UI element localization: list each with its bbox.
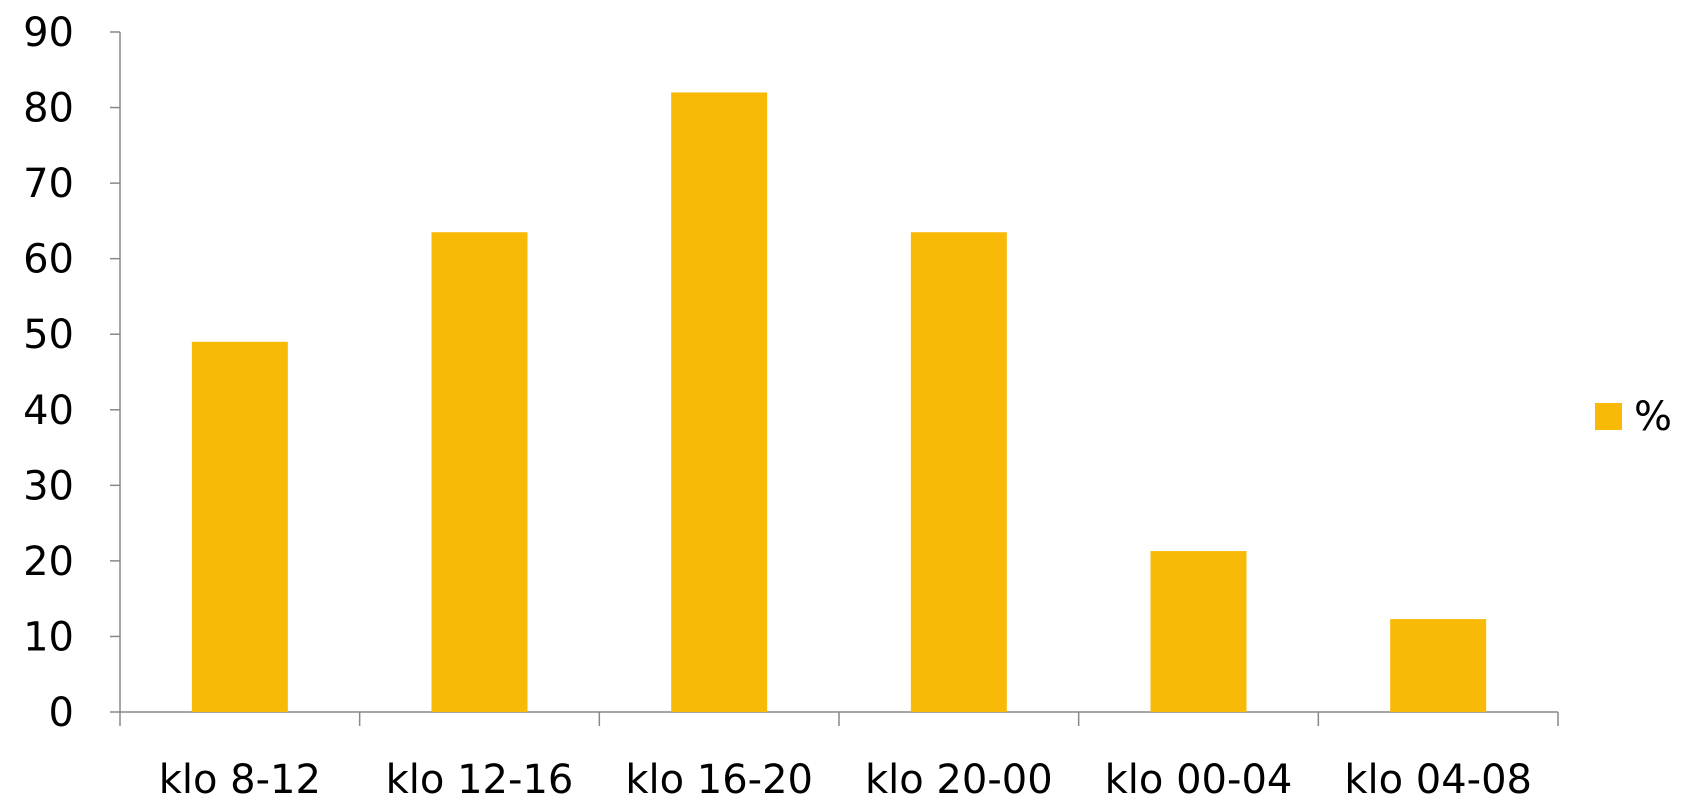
y-tick-label: 60 — [23, 237, 74, 283]
y-tick-label: 30 — [23, 463, 74, 509]
legend-swatch — [1595, 403, 1622, 430]
bar — [671, 92, 768, 712]
y-axis-labels: 0 10 20 30 40 50 60 70 80 90 — [23, 10, 74, 736]
x-tick-label: klo 04-08 — [1344, 757, 1532, 797]
y-tick-label: 90 — [23, 10, 74, 56]
x-tick-label: klo 8-12 — [159, 757, 321, 797]
bar — [910, 232, 1007, 712]
bar — [431, 232, 528, 712]
bar — [1390, 619, 1487, 712]
chart-axes — [110, 31, 1559, 726]
y-tick-label: 70 — [23, 161, 74, 207]
x-tick-label: klo 12-16 — [386, 757, 574, 797]
y-tick-label: 10 — [23, 614, 74, 660]
y-tick-label: 40 — [23, 388, 74, 434]
x-tick-label: klo 20-00 — [865, 757, 1053, 797]
bar — [191, 341, 288, 712]
y-tick-label: 20 — [23, 539, 74, 585]
bar — [1150, 551, 1247, 712]
y-tick-label: 50 — [23, 312, 74, 358]
chart-legend: % — [1595, 394, 1672, 440]
x-axis-labels: klo 8-12 klo 12-16 klo 16-20 klo 20-00 klo 0… — [159, 757, 1532, 797]
chart-bars — [191, 92, 1487, 712]
y-tick-label: 0 — [49, 690, 74, 736]
x-tick-label: klo 00-04 — [1105, 757, 1293, 797]
x-tick-label: klo 16-20 — [625, 757, 813, 797]
y-tick-label: 80 — [23, 86, 74, 132]
legend-label: % — [1634, 394, 1672, 440]
